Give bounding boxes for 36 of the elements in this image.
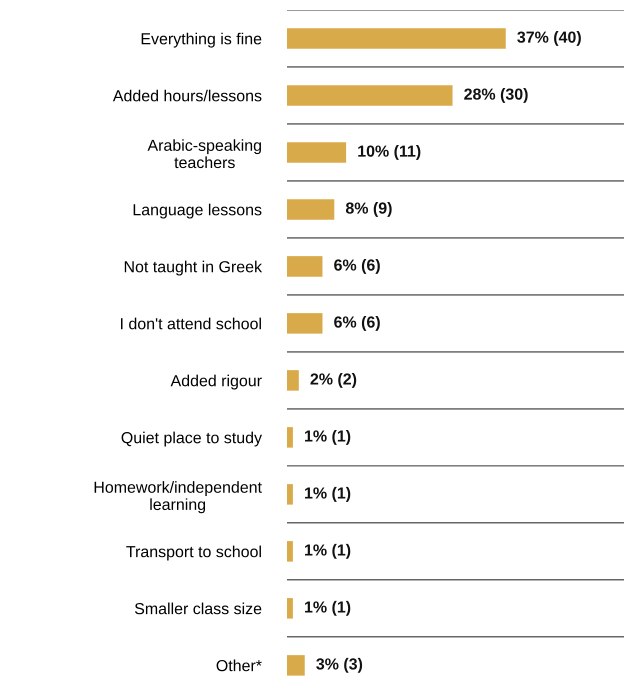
- y-tick-label: Everything is fine: [142, 32, 262, 48]
- y-tick-label: Arabic-speaking teachers: [148, 139, 261, 168]
- bar: [287, 28, 506, 49]
- y-tick-label: Added hours/lessons: [112, 90, 262, 102]
- bar: [287, 199, 334, 220]
- bar: [287, 370, 299, 391]
- bar: [287, 313, 322, 334]
- bar: [287, 484, 293, 505]
- bar: [287, 427, 293, 448]
- y-tick-label: Smaller class size: [134, 602, 262, 614]
- data-label: 10% (11): [358, 145, 420, 160]
- y-tick-label: I don't attend school: [121, 318, 261, 330]
- data-label: 28% (30): [464, 88, 528, 103]
- y-tick-label: Homework/independent learning: [94, 481, 262, 514]
- data-label: 6% (6): [334, 316, 380, 331]
- y-tick-label: Other*: [216, 660, 262, 672]
- data-label: 6% (6): [334, 258, 380, 274]
- data-label: 37% (40): [517, 31, 581, 46]
- bar: [287, 85, 453, 106]
- y-tick-label: Transport to school: [126, 546, 261, 560]
- bar: [287, 256, 322, 277]
- bar: [287, 655, 305, 676]
- data-label: 1% (1): [305, 486, 350, 502]
- bar: [287, 541, 293, 562]
- data-label: 1% (1): [305, 544, 350, 559]
- bar: [287, 598, 293, 619]
- data-label: 8% (9): [346, 202, 392, 217]
- data-label: 1% (1): [305, 430, 350, 445]
- data-label: 3% (3): [316, 658, 362, 673]
- data-label: 1% (1): [305, 600, 350, 616]
- y-tick-label: Not taught in Greek: [124, 260, 262, 276]
- y-tick-label: Quiet place to study: [122, 432, 262, 446]
- bar: [287, 142, 346, 163]
- data-label: 2% (2): [310, 372, 356, 388]
- y-tick-label: Added rigour: [170, 374, 262, 390]
- y-tick-label: Language lessons: [134, 204, 262, 219]
